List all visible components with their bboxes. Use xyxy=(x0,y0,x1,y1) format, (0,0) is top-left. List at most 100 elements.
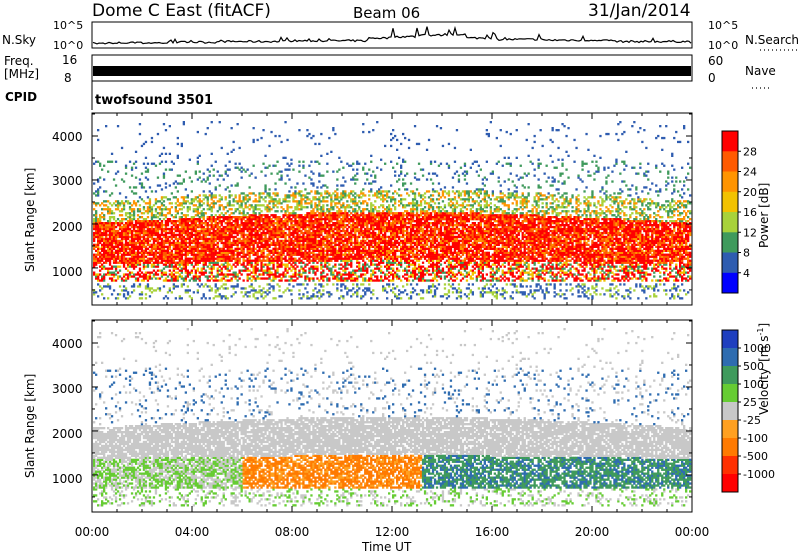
heatmap-cell xyxy=(294,251,297,254)
heatmap-cell xyxy=(338,257,341,260)
heatmap-cell xyxy=(190,249,193,252)
heatmap-cell xyxy=(93,231,96,235)
heatmap-cell xyxy=(166,231,170,235)
heatmap-cell xyxy=(362,239,365,243)
heatmap-cell xyxy=(372,227,375,231)
heatmap-cell xyxy=(220,249,223,252)
heatmap-cell xyxy=(312,245,315,248)
heatmap-cell xyxy=(228,214,231,217)
heatmap-cell xyxy=(308,233,311,237)
heatmap-cell xyxy=(160,208,164,211)
heatmap-cell xyxy=(232,239,235,243)
heatmap-cell xyxy=(298,275,301,278)
heatmap-cell xyxy=(372,245,375,248)
heatmap-cell xyxy=(166,253,170,256)
heatmap-cell xyxy=(348,210,351,213)
heatmap-cell xyxy=(116,253,120,256)
heatmap-cell xyxy=(354,237,357,241)
heatmap-cell xyxy=(126,261,130,264)
heatmap-cell xyxy=(280,249,283,252)
heatmap-cell xyxy=(204,257,207,260)
heatmap-cell xyxy=(248,237,251,241)
heatmap-cell xyxy=(166,218,170,221)
heatmap-cell xyxy=(246,225,249,229)
heatmap-cell xyxy=(238,168,241,171)
heatmap-cell xyxy=(352,251,355,254)
heatmap-cell xyxy=(312,198,315,201)
heatmap-cell xyxy=(232,293,235,296)
heatmap-cell xyxy=(192,257,195,260)
heatmap-cell xyxy=(208,170,211,173)
heatmap-cell xyxy=(344,208,347,211)
heatmap-cell xyxy=(168,273,171,276)
heatmap-cell xyxy=(238,218,241,221)
heatmap-cell xyxy=(306,225,309,229)
heatmap-cell xyxy=(328,233,331,237)
heatmap-cell xyxy=(364,269,367,272)
heatmap-cell xyxy=(330,206,333,209)
nave-ytick-top: 60 xyxy=(708,54,723,68)
heatmap-cell xyxy=(362,255,365,258)
heatmap-cell xyxy=(160,273,164,276)
heatmap-cell xyxy=(260,293,263,296)
heatmap-cell xyxy=(294,267,297,270)
heatmap-cell xyxy=(244,269,247,272)
heatmap-cell xyxy=(230,295,233,298)
heatmap-cell xyxy=(352,271,355,274)
heatmap-cell xyxy=(354,227,357,231)
heatmap-cell xyxy=(286,210,289,213)
heatmap-cell xyxy=(210,249,213,252)
heatmap-cell xyxy=(156,237,160,241)
heatmap-cell xyxy=(97,180,100,183)
heatmap-cell xyxy=(182,241,185,245)
heatmap-cell xyxy=(126,277,130,280)
heatmap-cell xyxy=(224,225,227,229)
heatmap-cell xyxy=(166,220,170,223)
heatmap-cell xyxy=(93,271,96,274)
heatmap-cell xyxy=(95,190,98,193)
heatmap-cell xyxy=(270,285,273,288)
heatmap-cell xyxy=(302,243,305,246)
heatmap-cell xyxy=(256,218,259,221)
heatmap-cell xyxy=(312,172,315,175)
heatmap-cell xyxy=(160,243,164,246)
heatmap-cell xyxy=(164,261,168,264)
heatmap-cell xyxy=(340,212,343,215)
heatmap-cell xyxy=(214,247,217,250)
heatmap-cell xyxy=(250,279,253,282)
heatmap-cell xyxy=(290,251,293,254)
heatmap-cell xyxy=(166,222,170,225)
heatmap-cell xyxy=(234,241,237,245)
heatmap-cell xyxy=(296,277,299,280)
heatmap-cell xyxy=(138,229,142,233)
heatmap-cell xyxy=(312,279,315,282)
heatmap-cell xyxy=(210,216,213,219)
heatmap-cell xyxy=(308,231,311,235)
heatmap-cell xyxy=(128,212,132,215)
heatmap-cell xyxy=(266,245,269,248)
heatmap-cell xyxy=(300,202,303,205)
heatmap-cell xyxy=(228,208,231,211)
heatmap-cell xyxy=(222,218,225,221)
heatmap-cell xyxy=(210,208,213,211)
heatmap-cell xyxy=(130,255,134,258)
heatmap-cell xyxy=(168,218,171,221)
heatmap-cell xyxy=(108,259,112,262)
heatmap-cell xyxy=(306,212,309,215)
heatmap-cell xyxy=(300,297,303,300)
heatmap-cell xyxy=(250,239,253,243)
heatmap-cell xyxy=(360,295,363,298)
heatmap-cell xyxy=(358,245,361,248)
heatmap-cell xyxy=(368,182,371,185)
heatmap-cell xyxy=(248,233,251,237)
heatmap-cell xyxy=(154,202,158,205)
heatmap-cell xyxy=(336,235,339,239)
heatmap-cell xyxy=(330,245,333,248)
heatmap-cell xyxy=(103,224,106,227)
heatmap-cell xyxy=(120,245,124,248)
heatmap-cell xyxy=(294,245,297,248)
heatmap-cell xyxy=(256,297,259,300)
heatmap-cell xyxy=(210,220,213,223)
heatmap-cell xyxy=(360,212,363,215)
heatmap-cell xyxy=(324,263,327,266)
